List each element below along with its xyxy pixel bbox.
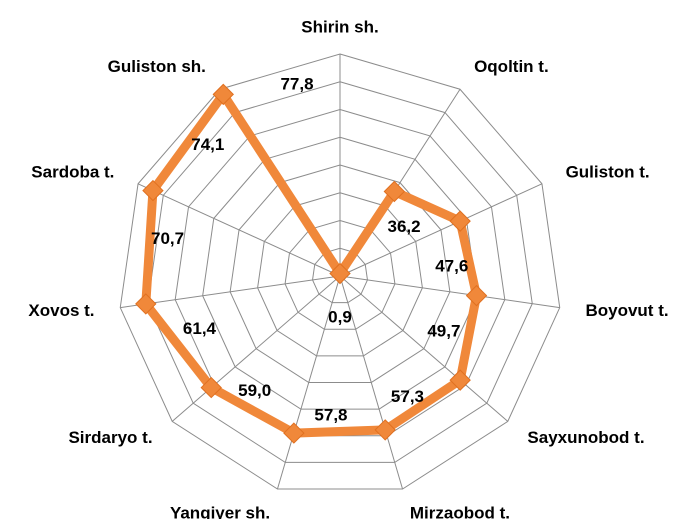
spoke (339, 275, 404, 490)
spoke (171, 275, 341, 422)
value-label: 49,7 (427, 321, 460, 340)
grid-ring (119, 53, 561, 490)
marker (465, 284, 488, 307)
marker (200, 376, 222, 399)
category-label: Xovos t. (28, 301, 94, 320)
grid-ring (257, 192, 423, 357)
marker (283, 422, 305, 444)
grid-ring (284, 219, 396, 330)
spoke (339, 183, 543, 277)
marker (374, 419, 396, 441)
value-label: 59,0 (238, 381, 271, 400)
marker (383, 180, 406, 203)
category-label: Guliston sh. (108, 57, 206, 76)
category-label: Guliston t. (566, 162, 650, 181)
spoke (120, 275, 341, 309)
category-label: Sayxunobod t. (527, 428, 644, 447)
marker (135, 293, 157, 315)
marker (142, 179, 164, 202)
value-label: 77,8 (280, 74, 313, 93)
value-label: 36,2 (388, 217, 421, 236)
spoke (339, 275, 560, 309)
grid-ring (202, 136, 478, 410)
value-label: 0,9 (328, 307, 352, 326)
spoke (339, 275, 509, 422)
marker (329, 262, 351, 285)
marker (449, 369, 471, 391)
category-label: Mirzaobod t. (410, 503, 510, 519)
category-label: Shirin sh. (301, 17, 378, 36)
value-label: 57,3 (391, 387, 424, 406)
series-line (141, 89, 482, 438)
grid-ring (229, 164, 451, 384)
marker (212, 83, 234, 106)
grid-ring (147, 81, 533, 463)
value-label: 57,8 (314, 406, 347, 425)
spoke (137, 183, 341, 277)
category-label: Sardoba t. (31, 162, 114, 181)
grid-ring (312, 247, 368, 304)
spoke (276, 275, 341, 490)
category-label: Boyovut t. (585, 301, 668, 320)
category-label: Sirdaryo t. (68, 428, 152, 447)
value-label: 47,6 (435, 257, 468, 276)
value-label: 74,1 (191, 135, 224, 154)
value-label: 70,7 (151, 229, 184, 248)
value-label: 61,4 (183, 319, 217, 338)
category-label: Yangiyer sh. (170, 503, 270, 519)
category-label: Oqoltin t. (474, 57, 549, 76)
marker (449, 210, 471, 232)
